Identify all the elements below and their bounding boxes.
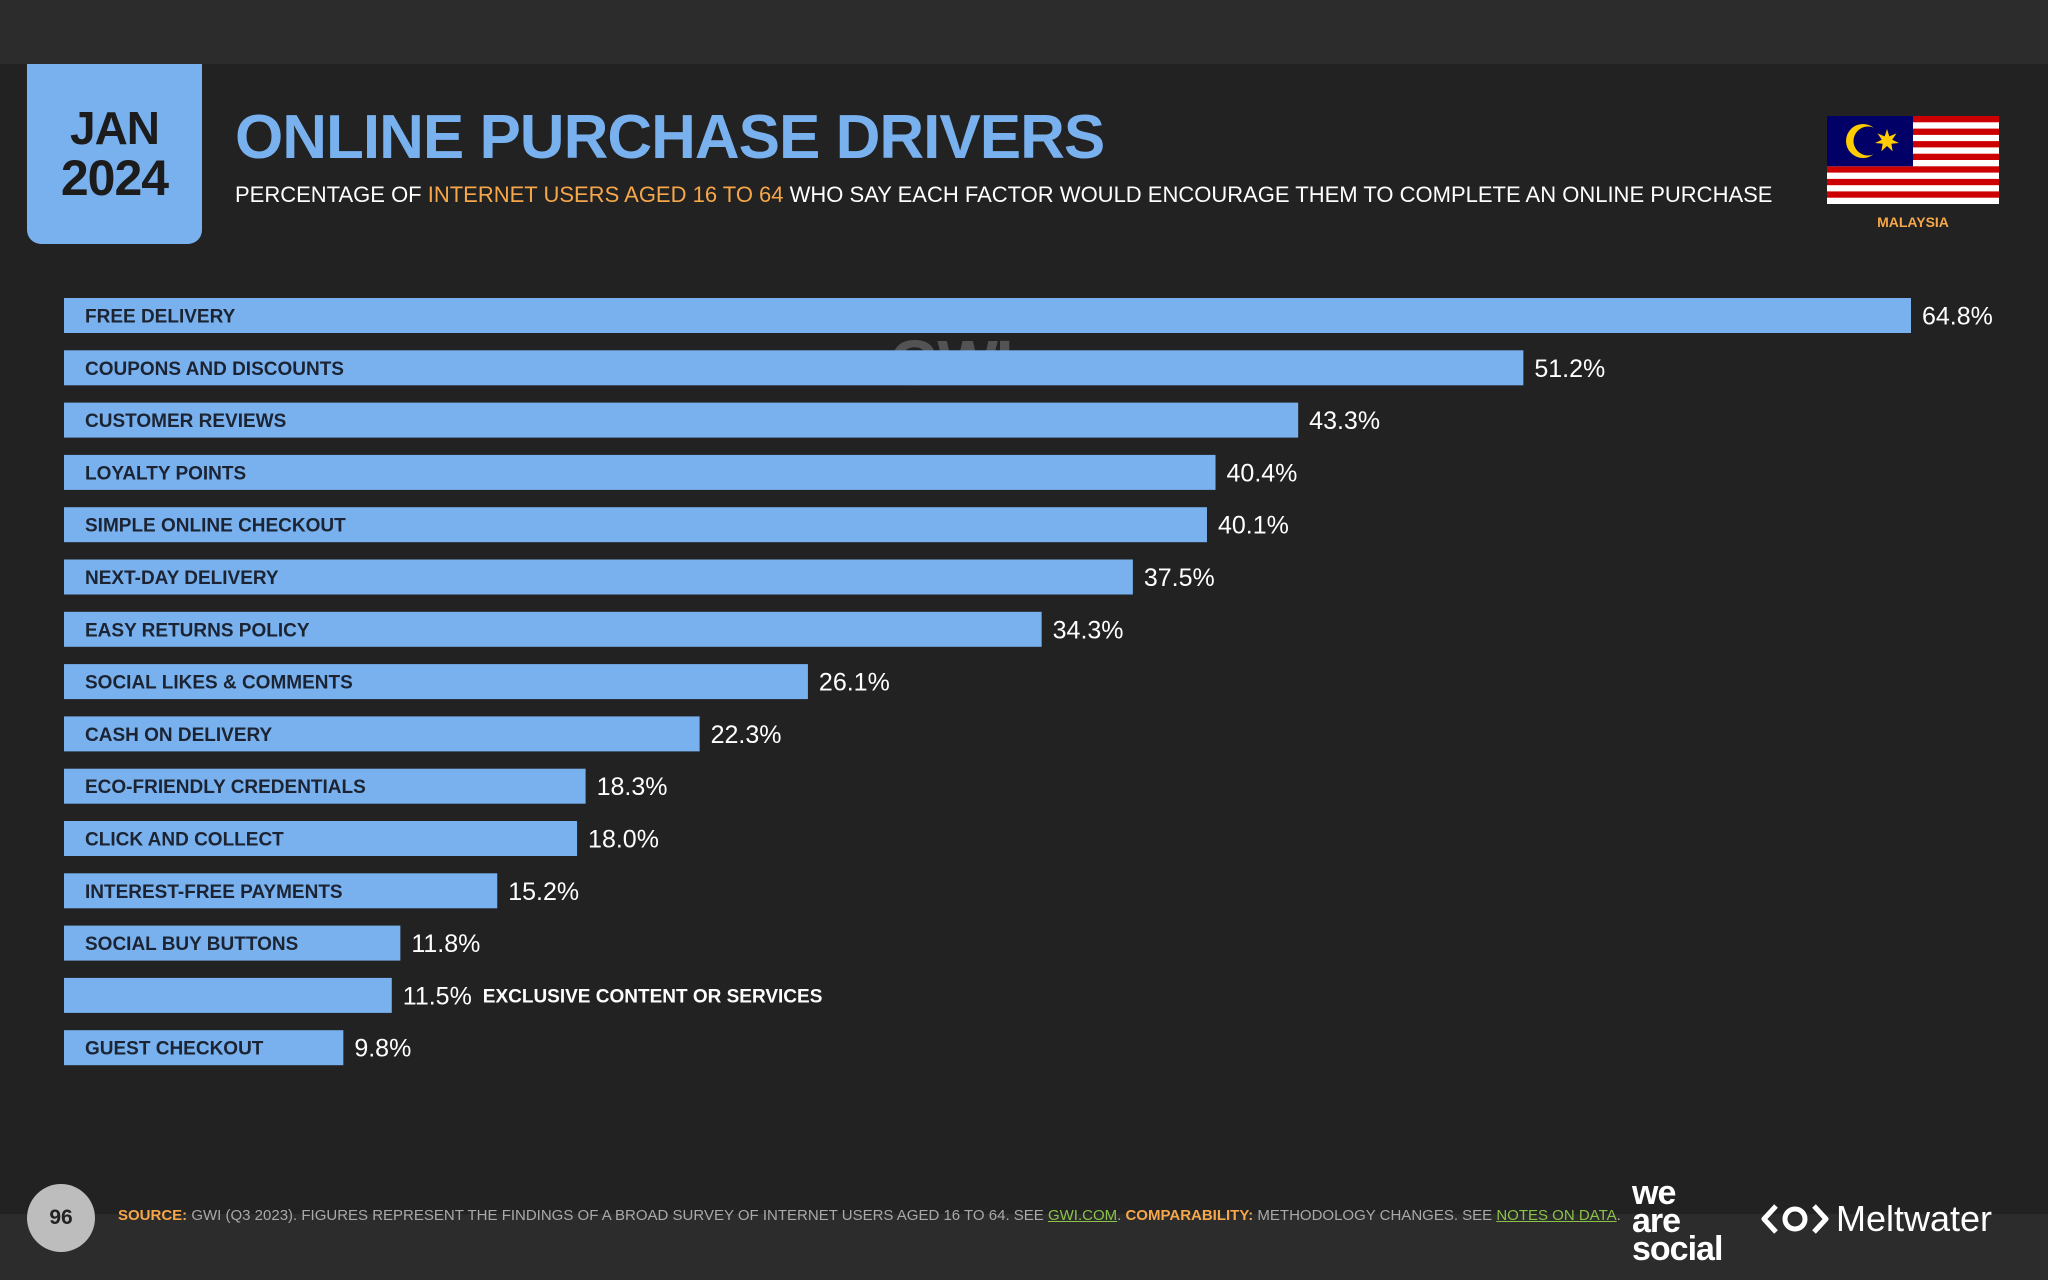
- bar-group: 34.3% EASY RETURNS POLICY: [64, 611, 1124, 647]
- source-text: GWI (Q3 2023). FIGURES REPRESENT THE FIN…: [187, 1207, 1048, 1224]
- comparability-label: COMPARABILITY:: [1125, 1207, 1254, 1224]
- logo-was-line-3: social: [1632, 1229, 1723, 1268]
- date-year: 2024: [60, 150, 169, 206]
- bar-value-label: 34.3%: [1053, 616, 1124, 644]
- source-label: SOURCE:: [118, 1207, 188, 1224]
- bar-group: 40.1% SIMPLE ONLINE CHECKOUT: [64, 507, 1289, 543]
- bar-group: 22.3% CASH ON DELIVERY: [64, 716, 782, 752]
- bar-group: 9.8% GUEST CHECKOUT: [64, 1030, 411, 1066]
- bar-value-label: 43.3%: [1309, 407, 1380, 435]
- bar-value-label: 40.1%: [1218, 512, 1289, 540]
- bar: [64, 716, 700, 752]
- bar: [64, 977, 392, 1013]
- subtitle-pre: PERCENTAGE OF: [235, 182, 428, 207]
- bar-category-label: GUEST CHECKOUT: [85, 1039, 264, 1060]
- source-note: SOURCE: GWI (Q3 2023). FIGURES REPRESENT…: [118, 1207, 1621, 1224]
- bar: [64, 559, 1133, 595]
- bar-value-label: 11.8%: [411, 930, 480, 958]
- meltwater-mark-icon: [1761, 1204, 1829, 1234]
- bar: [64, 611, 1042, 647]
- comparability-text: METHODOLOGY CHANGES. SEE: [1253, 1207, 1497, 1224]
- bar-category-label: NEXT-DAY DELIVERY: [85, 568, 279, 589]
- bar-category-label: INTEREST-FREE PAYMENTS: [85, 882, 343, 903]
- bar-category-label: EXCLUSIVE CONTENT OR SERVICES: [483, 986, 823, 1007]
- bar: [64, 873, 498, 909]
- bar-category-label: ECO-FRIENDLY CREDENTIALS: [85, 777, 366, 798]
- bar-value-label: 18.0%: [588, 826, 659, 854]
- bar-category-label: SOCIAL LIKES & COMMENTS: [85, 673, 353, 694]
- date-badge: JAN 2024: [27, 64, 202, 244]
- bar-value-label: 9.8%: [354, 1035, 411, 1063]
- source-end: .: [1616, 1207, 1621, 1224]
- bar: [64, 507, 1207, 543]
- bar-group: 11.8% SOCIAL BUY BUTTONS: [64, 925, 480, 961]
- country-flag: MALAYSIA: [1827, 116, 1999, 230]
- bar-category-label: CLICK AND COLLECT: [85, 830, 284, 851]
- bar-category-label: CASH ON DELIVERY: [85, 725, 273, 746]
- bar-value-label: 26.1%: [819, 669, 890, 697]
- bar: [64, 402, 1299, 438]
- bar-value-label: 15.2%: [508, 878, 579, 906]
- bar: [64, 768, 586, 804]
- bar: [64, 664, 808, 700]
- bar-value-label: 51.2%: [1534, 355, 1605, 383]
- country-label: MALAYSIA: [1877, 214, 1949, 230]
- bar: [64, 350, 1524, 386]
- page-title: ONLINE PURCHASE DRIVERS: [235, 103, 1105, 172]
- malaysia-flag-icon: [1827, 116, 1999, 204]
- bar-value-label: 22.3%: [711, 721, 782, 749]
- bar-group: 40.4% LOYALTY POINTS: [64, 454, 1298, 490]
- bar-category-label: SOCIAL BUY BUTTONS: [85, 934, 298, 955]
- meltwater-logo: Meltwater: [1760, 1198, 1992, 1240]
- logo-was-line-2: are: [1632, 1201, 1681, 1240]
- logo-was-line-1: we: [1632, 1174, 1676, 1212]
- bar-group: 37.5% NEXT-DAY DELIVERY: [64, 559, 1215, 595]
- bar-group: 15.2% INTEREST-FREE PAYMENTS: [64, 873, 579, 909]
- bar: [64, 454, 1216, 490]
- source-sep: .: [1117, 1207, 1126, 1224]
- subtitle-post: WHO SAY EACH FACTOR WOULD ENCOURAGE THEM…: [783, 182, 1773, 207]
- page-subtitle: PERCENTAGE OF INTERNET USERS AGED 16 TO …: [235, 182, 1772, 208]
- bar-group: 18.0% CLICK AND COLLECT: [64, 821, 659, 856]
- bar-category-label: SIMPLE ONLINE CHECKOUT: [85, 516, 346, 537]
- date-month: JAN: [69, 102, 160, 154]
- bar-group: 26.1% SOCIAL LIKES & COMMENTS: [64, 664, 890, 700]
- bar-value-label: 18.3%: [597, 773, 668, 801]
- gwi-link[interactable]: GWI.COM: [1047, 1207, 1118, 1224]
- bar: [64, 821, 578, 856]
- bar: [64, 925, 401, 961]
- meltwater-wordmark: Meltwater: [1836, 1198, 1993, 1239]
- bar-group: 43.3% CUSTOMER REVIEWS: [64, 402, 1380, 438]
- subtitle-highlight: INTERNET USERS AGED 16 TO 64: [427, 182, 784, 207]
- we-are-social-logo: we are social: [1632, 1174, 1723, 1268]
- bar-group: 11.5% EXCLUSIVE CONTENT OR SERVICES: [64, 977, 823, 1013]
- bar-category-label: FREE DELIVERY: [85, 307, 236, 328]
- bar: [64, 298, 1911, 333]
- bar-group: 18.3% ECO-FRIENDLY CREDENTIALS: [64, 768, 668, 804]
- bar-value-label: 37.5%: [1144, 564, 1215, 592]
- bar-value-label: 11.5%: [403, 982, 472, 1010]
- bar-value-label: 40.4%: [1227, 459, 1298, 487]
- page-number: 96: [27, 1184, 95, 1252]
- bar-group: 64.8% FREE DELIVERY: [64, 298, 1993, 333]
- bar-value-label: 64.8%: [1922, 303, 1993, 331]
- bar-category-label: COUPONS AND DISCOUNTS: [85, 359, 344, 380]
- bar-category-label: CUSTOMER REVIEWS: [85, 411, 286, 432]
- bar-category-label: EASY RETURNS POLICY: [85, 620, 310, 641]
- notes-on-data-link[interactable]: NOTES ON DATA: [1496, 1207, 1617, 1224]
- bar-group: 51.2% COUPONS AND DISCOUNTS: [64, 350, 1605, 386]
- bar: [64, 1030, 344, 1066]
- bar-category-label: LOYALTY POINTS: [85, 463, 246, 484]
